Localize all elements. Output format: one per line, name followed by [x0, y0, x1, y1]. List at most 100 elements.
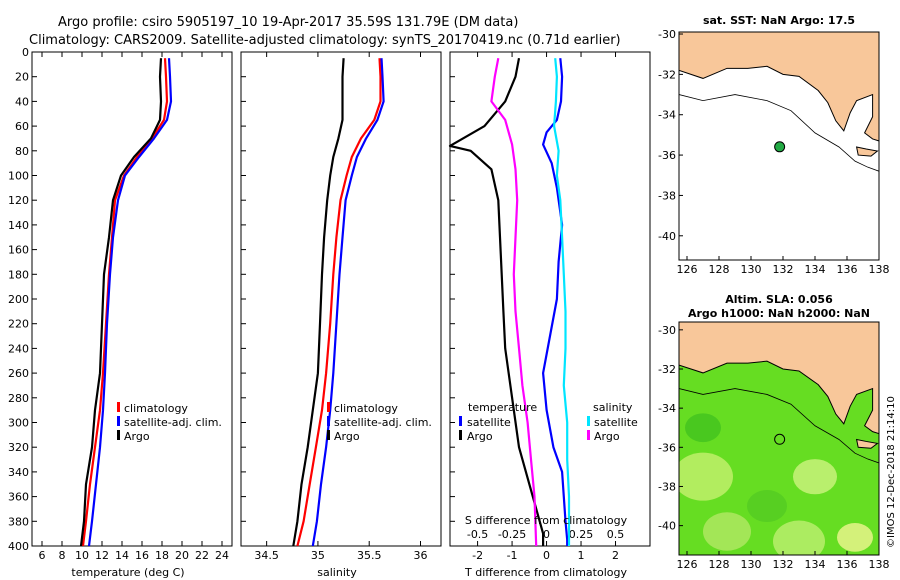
- map-frame: [678, 31, 880, 261]
- sla-map: Altim. SLA: 0.056 Argo h1000: NaN h2000:…: [658, 293, 889, 571]
- sla-anomaly: [837, 522, 873, 552]
- salinity-xlabel: salinity: [317, 566, 357, 579]
- y-tick-label: 340: [8, 466, 29, 479]
- difference-x2label: S difference from climatology: [465, 514, 628, 527]
- x-tick-label: 6: [39, 549, 46, 562]
- x-tick-label: 16: [135, 549, 149, 562]
- x2-tick-label: 0: [543, 528, 550, 541]
- x2-tick-label: -0.25: [498, 528, 526, 541]
- legend-swatch-argo: [117, 430, 120, 440]
- sla-anomaly: [685, 413, 721, 443]
- salinity-legend: climatology satellite-adj. clim. Argo: [327, 402, 432, 443]
- map-x-tick-label: 138: [869, 263, 890, 276]
- plot-frame: [449, 51, 651, 547]
- legend-label-argo: Argo: [334, 430, 360, 443]
- x-tick-label: 2: [612, 549, 619, 562]
- sla-anomaly: [679, 452, 733, 501]
- x-tick-label: 18: [155, 549, 169, 562]
- legend-swatch-satellite: [117, 416, 120, 426]
- map-x-tick-label: 134: [805, 558, 826, 571]
- y-tick-label: 320: [8, 441, 29, 454]
- x-tick-label: -2: [472, 549, 483, 562]
- y-tick-label: 300: [8, 417, 29, 430]
- map-y-tick-label: -36: [658, 441, 676, 454]
- isobath-line: [679, 94, 879, 172]
- map-x-tick-label: 128: [709, 263, 730, 276]
- x-tick-label: 36: [413, 549, 427, 562]
- map-x-tick-label: 136: [837, 263, 858, 276]
- y-tick-label: 380: [8, 515, 29, 528]
- map-x-tick-label: 132: [773, 558, 794, 571]
- x-tick-label: 10: [75, 549, 89, 562]
- y-tick-label: 120: [8, 194, 29, 207]
- legend-swatch-t-argo: [459, 430, 462, 440]
- legend-swatch-s-argo: [587, 430, 590, 440]
- y-tick-label: 160: [8, 244, 29, 257]
- y-tick-label: 200: [8, 293, 29, 306]
- map-y-tick-label: -40: [658, 520, 676, 533]
- temperature-xlabel: temperature (deg C): [71, 566, 184, 579]
- plot-frame: [31, 51, 233, 547]
- x-tick-label: 20: [175, 549, 189, 562]
- sla-map-title-line-1: Altim. SLA: 0.056: [725, 293, 833, 306]
- plot-frame: [240, 51, 442, 547]
- map-x-tick-label: 130: [741, 558, 762, 571]
- difference-panel: -2 -1 0 1 2 -0.5 -0.25 0 0.25 0.5 T difference fr…: [448, 51, 651, 579]
- legend-label-satellite: satellite-adj. clim.: [124, 416, 222, 429]
- sla-map-title-line-2: Argo h1000: NaN h2000: NaN: [688, 307, 870, 320]
- imos-watermark: ©IMOS 12-Dec-2018 21:14:10: [886, 396, 897, 548]
- temperature-panel: 6 8 10 12 14 16 18 20 22 240204060801001201401601…: [8, 46, 233, 579]
- legend-swatch-s-satellite: [587, 416, 590, 426]
- kangaroo-island: [855, 146, 879, 157]
- series-line-climatology: [296, 58, 382, 547]
- map-x-tick-label: 128: [709, 558, 730, 571]
- title-line-2: Climatology: CARS2009. Satellite-adjuste…: [29, 33, 621, 48]
- y-tick-label: 80: [15, 145, 29, 158]
- legend-swatch-t-satellite: [459, 416, 462, 426]
- isobath-line: [679, 388, 879, 464]
- legend-label-satellite: satellite-adj. clim.: [334, 416, 432, 429]
- map-layers: [679, 322, 879, 555]
- difference-xlabel: T difference from climatology: [464, 566, 627, 579]
- y-tick-label: 0: [22, 46, 29, 59]
- x-tick-label: 22: [195, 549, 209, 562]
- legend-swatch-climatology: [327, 402, 330, 412]
- sla-anomaly: [793, 459, 837, 495]
- x-tick-label: 1: [578, 549, 585, 562]
- map-y-tick-label: -34: [658, 109, 676, 122]
- map-x-tick-label: 134: [805, 263, 826, 276]
- kangaroo-island: [855, 438, 879, 449]
- legend-label-t-argo: Argo: [467, 430, 493, 443]
- map-y-tick-label: -38: [658, 480, 676, 493]
- series-line-satellite-adj-clim: [311, 58, 385, 547]
- map-y-tick-label: -34: [658, 402, 676, 415]
- land: [679, 322, 879, 435]
- x-tick-label: 8: [59, 549, 66, 562]
- map-y-tick-label: -30: [658, 28, 676, 41]
- legend-title-temperature: temperature: [468, 401, 537, 414]
- x-tick-label: 0: [543, 549, 550, 562]
- x-tick-label: 24: [215, 549, 229, 562]
- map-y-tick-label: -40: [658, 230, 676, 243]
- series-line-s-satellite: [552, 58, 571, 546]
- x-tick-label: 35.5: [357, 549, 382, 562]
- legend-label-climatology: climatology: [124, 402, 188, 415]
- map-y-tick-label: -30: [658, 324, 676, 337]
- x-tick-label: 34.5: [254, 549, 279, 562]
- salinity-panel: 34.5 35 35.5 36 salinity climatology satell…: [240, 51, 442, 579]
- series-line-satellite-adj-clim: [87, 58, 173, 547]
- legend-swatch-argo: [327, 430, 330, 440]
- legend-swatch-climatology: [117, 402, 120, 412]
- temperature-legend: climatology satellite-adj. clim. Argo: [117, 402, 222, 443]
- map-y-tick-label: -32: [658, 363, 676, 376]
- y-tick-label: 280: [8, 392, 29, 405]
- y-tick-label: 240: [8, 342, 29, 355]
- legend-label-s-satellite: satellite: [594, 416, 638, 429]
- legend-label-t-satellite: satellite: [467, 416, 511, 429]
- sst-map: sat. SST: NaN Argo: 17.5 126 128 130 132 134…: [658, 14, 889, 276]
- y-tick-label: 140: [8, 219, 29, 232]
- y-tick-label: 40: [15, 95, 29, 108]
- sst-map-title: sat. SST: NaN Argo: 17.5: [703, 14, 855, 27]
- legend-label-climatology: climatology: [334, 402, 398, 415]
